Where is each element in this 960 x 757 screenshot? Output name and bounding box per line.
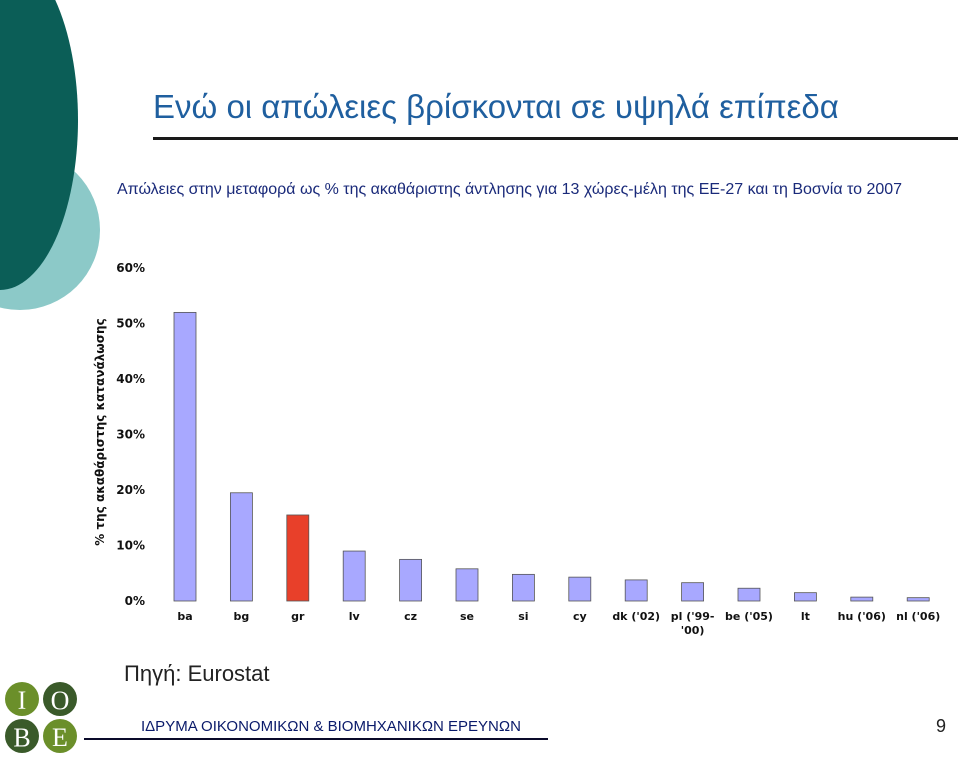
svg-text:Ε: Ε bbox=[52, 723, 68, 752]
x-tick-label: gr bbox=[291, 610, 305, 623]
x-tick-label: nl ('06) bbox=[896, 610, 940, 623]
bar-12 bbox=[850, 596, 874, 602]
svg-text:Β: Β bbox=[13, 723, 30, 752]
y-tick-label: 10% bbox=[116, 539, 145, 553]
decorative-circles bbox=[0, 0, 100, 310]
y-tick-label: 40% bbox=[116, 372, 145, 386]
x-tick-label: se bbox=[460, 610, 474, 623]
x-tick-label: lt bbox=[801, 610, 810, 623]
x-tick-label: cz bbox=[404, 610, 417, 623]
y-tick-label: 0% bbox=[125, 594, 145, 608]
x-tick-label: hu ('06) bbox=[838, 610, 886, 623]
svg-text:Ο: Ο bbox=[51, 686, 70, 715]
bar-3 bbox=[342, 550, 366, 602]
x-tick-label: lv bbox=[349, 610, 361, 623]
bar-0 bbox=[173, 311, 197, 602]
svg-text:Ι: Ι bbox=[18, 686, 27, 715]
bar-5 bbox=[455, 568, 479, 602]
y-tick-label: 30% bbox=[116, 428, 145, 442]
bar-2 bbox=[286, 514, 310, 602]
bar-1 bbox=[229, 492, 253, 602]
y-tick-label: 60% bbox=[116, 261, 145, 275]
x-tick-label: pl ('99-'00) bbox=[671, 610, 715, 637]
chart-subtitle: Απώλειες στην μεταφορά ως % της ακαθάρισ… bbox=[117, 181, 903, 198]
x-tick-label: dk ('02) bbox=[612, 610, 660, 623]
footer-organization: ΙΔΡΥΜΑ ΟΙΚΟΝΟΜΙΚΩΝ & ΒΙΟΜΗΧΑΝΙΚΩΝ ΕΡΕΥΝΩ… bbox=[141, 718, 521, 735]
y-axis-label: % της ακαθάριστης κατανάλωσης bbox=[93, 318, 107, 545]
bar-11 bbox=[794, 592, 817, 602]
x-tick-label: si bbox=[518, 610, 528, 623]
bar-13 bbox=[906, 597, 930, 602]
x-tick-label: bg bbox=[234, 610, 250, 623]
page-number: 9 bbox=[936, 716, 947, 736]
bar-9 bbox=[681, 582, 704, 602]
bar-4 bbox=[399, 558, 423, 602]
source-note: Πηγή: Eurostat bbox=[124, 661, 270, 686]
x-tick-label: be ('05) bbox=[725, 610, 773, 623]
footer-divider bbox=[84, 738, 548, 740]
bar-chart: 0% 10% 20% 30% 40% 50% 60% % της ακαθάριστης κα… bbox=[93, 261, 940, 637]
x-tick-label: cy bbox=[573, 610, 587, 623]
bar-10 bbox=[737, 587, 761, 602]
x-tick-label: ba bbox=[177, 610, 192, 623]
bar-7 bbox=[568, 576, 592, 602]
y-tick-label: 50% bbox=[116, 317, 145, 331]
slide-title: Ενώ οι απώλειες βρίσκονται σε υψηλά επίπ… bbox=[153, 88, 839, 125]
y-tick-label: 20% bbox=[116, 483, 145, 497]
iobe-logo: Ι Ο Β Ε bbox=[5, 682, 77, 753]
title-divider bbox=[153, 137, 958, 140]
bar-6 bbox=[512, 573, 535, 602]
bar-8 bbox=[624, 579, 648, 602]
